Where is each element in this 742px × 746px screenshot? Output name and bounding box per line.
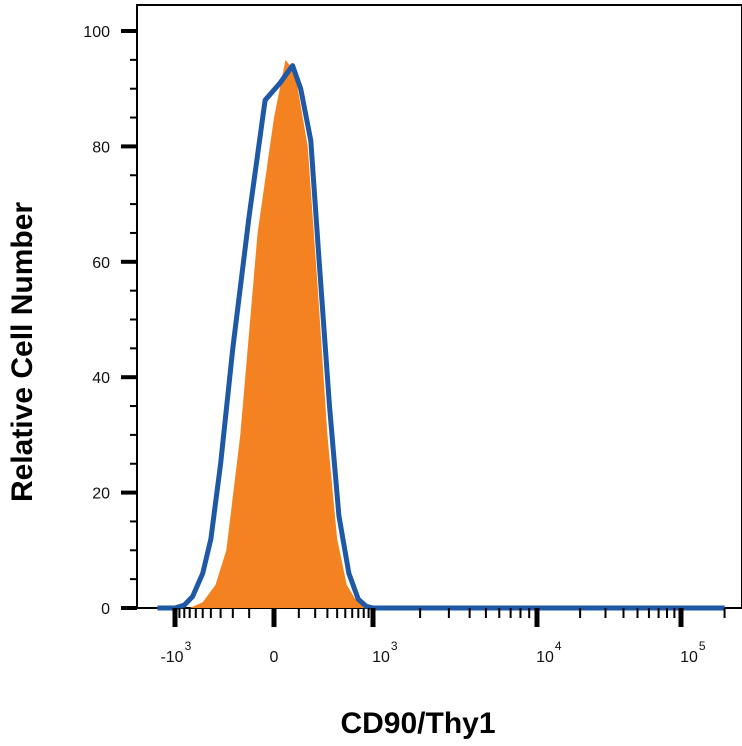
x-axis-title: CD90/Thy1 — [340, 707, 495, 740]
series-layer — [157, 59, 725, 611]
x-tick-exponent: 4 — [555, 639, 562, 653]
x-tick-label: 10 — [680, 649, 698, 666]
x-tick-label: -10 — [160, 649, 183, 666]
outline-histogram — [157, 63, 725, 611]
x-tick-exponent: 3 — [391, 639, 398, 653]
plot-axes — [136, 4, 742, 609]
filled-histogram — [189, 59, 681, 608]
x-tick-label: 10 — [372, 649, 390, 666]
y-tick-label: 0 — [101, 601, 110, 618]
y-tick-label: 40 — [92, 370, 110, 387]
x-tick-label: 0 — [270, 649, 279, 666]
plot-frame — [136, 4, 742, 609]
y-tick-label: 20 — [92, 486, 110, 503]
x-tick-label: 10 — [536, 649, 554, 666]
y-tick-label: 60 — [92, 255, 110, 272]
y-axis-title: Relative Cell Number — [6, 202, 39, 502]
y-tick-label: 100 — [83, 24, 110, 41]
y-tick-label: 80 — [92, 139, 110, 156]
x-tick-exponent: 5 — [699, 639, 706, 653]
x-tick-exponent: 3 — [185, 639, 192, 653]
